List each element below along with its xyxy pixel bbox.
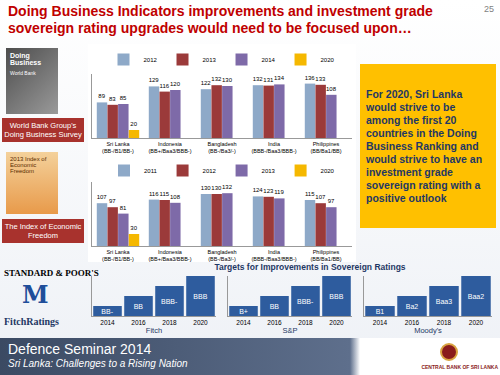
svg-text:124: 124 (253, 187, 264, 193)
svg-text:129: 129 (149, 77, 160, 83)
svg-text:108: 108 (170, 194, 181, 200)
svg-text:2014: 2014 (262, 57, 276, 63)
html-text:Doing Business: Doing Business (10, 52, 42, 66)
svg-text:30: 30 (130, 225, 137, 231)
svg-text:2018: 2018 (437, 319, 452, 326)
svg-text:Indonesia(BB+/Baa3/BBB-): Indonesia(BB+/Baa3/BBB-) (149, 141, 192, 154)
svg-text:134: 134 (274, 75, 285, 81)
svg-text:BB-: BB- (101, 308, 113, 315)
svg-text:2018: 2018 (298, 319, 313, 326)
svg-text:2016: 2016 (405, 319, 420, 326)
svg-text:Sri Lanka(BB-/B1/BB-): Sri Lanka(BB-/B1/BB-) (102, 249, 134, 262)
svg-text:Fitch: Fitch (146, 326, 162, 335)
html-text:Sri Lanka: Challenges to a Ris: Sri Lanka: Challenges to a Rising Nation (8, 358, 188, 369)
svg-text:116: 116 (160, 83, 170, 89)
svg-text:Bangladesh(BB-/Ba3/-): Bangladesh(BB-/Ba3/-) (207, 249, 236, 262)
svg-text:130: 130 (201, 185, 212, 191)
svg-text:97: 97 (109, 198, 116, 204)
svg-text:2018: 2018 (162, 319, 177, 326)
svg-text:BB: BB (134, 303, 144, 310)
svg-text:BB: BB (270, 303, 280, 310)
svg-text:85: 85 (120, 95, 127, 101)
svg-text:136: 136 (305, 75, 316, 81)
svg-text:2020: 2020 (321, 57, 335, 63)
svg-text:115: 115 (160, 191, 170, 197)
svg-text:2013: 2013 (262, 168, 276, 174)
svg-text:130: 130 (211, 185, 222, 191)
svg-text:119: 119 (274, 189, 284, 195)
svg-text:S&P: S&P (282, 326, 297, 335)
svg-text:BBB: BBB (193, 293, 207, 300)
svg-text:Ba2: Ba2 (406, 303, 419, 310)
svg-text:97: 97 (328, 198, 335, 204)
svg-text:81: 81 (120, 205, 127, 211)
svg-text:2020: 2020 (469, 319, 484, 326)
html-text:FitchRatings: FitchRatings (4, 316, 59, 327)
svg-text:132: 132 (211, 76, 222, 82)
html-text:Defence Seminar 2014: Defence Seminar 2014 (8, 341, 152, 357)
svg-text:2014: 2014 (373, 319, 388, 326)
svg-text:130: 130 (222, 77, 233, 83)
svg-text:83: 83 (109, 96, 116, 102)
svg-text:2016: 2016 (131, 319, 146, 326)
svg-text:2020: 2020 (193, 319, 208, 326)
svg-text:115: 115 (305, 191, 315, 197)
svg-text:116: 116 (149, 191, 159, 197)
svg-text:BBB-: BBB- (161, 298, 178, 305)
svg-text:2012: 2012 (203, 168, 217, 174)
html-text:Targets for Improvements in So: Targets for Improvements in Sovereign Ra… (214, 262, 406, 272)
svg-text:India(BBB-/Baa3/BBB-): India(BBB-/Baa3/BBB-) (251, 141, 296, 154)
svg-text:132: 132 (253, 76, 264, 82)
svg-text:2014: 2014 (100, 319, 115, 326)
svg-text:89: 89 (98, 93, 105, 99)
svg-text:Sri Lanka(BB-/B1/BB-): Sri Lanka(BB-/B1/BB-) (102, 141, 134, 154)
svg-text:B1: B1 (376, 308, 385, 315)
html-text:25: 25 (484, 4, 494, 14)
svg-text:132: 132 (222, 184, 233, 190)
html-text:STANDARD & POOR'S: STANDARD & POOR'S (4, 268, 99, 278)
svg-text:Baa3: Baa3 (436, 298, 452, 305)
html-text:World Bank Group's Doing Busin: World Bank Group's Doing Business Survey (4, 121, 82, 139)
svg-text:131: 131 (263, 77, 274, 83)
svg-text:20: 20 (130, 121, 137, 127)
svg-text:2016: 2016 (267, 319, 282, 326)
html-text:For 2020, Sri Lanka would stri: For 2020, Sri Lanka would strive to be a… (366, 87, 483, 204)
svg-text:2020: 2020 (329, 319, 344, 326)
html-text:M: M (22, 280, 49, 309)
html-text:2013 Index of Economic Freedom: 2013 Index of Economic Freedom (10, 156, 47, 174)
svg-text:2020: 2020 (321, 168, 335, 174)
svg-text:2014: 2014 (236, 319, 251, 326)
svg-text:2012: 2012 (144, 57, 158, 63)
svg-text:Baa2: Baa2 (468, 293, 484, 300)
svg-text:107: 107 (97, 194, 108, 200)
svg-text:133: 133 (315, 76, 326, 82)
svg-text:B+: B+ (239, 308, 248, 315)
svg-text:2011: 2011 (144, 168, 158, 174)
svg-text:Philippines(BB/Ba1/BB): Philippines(BB/Ba1/BB) (310, 249, 341, 262)
html-text:World Bank: World Bank (10, 70, 36, 76)
svg-text:India(BBB-/Baa3/BBB-): India(BBB-/Baa3/BBB-) (251, 249, 296, 262)
svg-text:120: 120 (170, 81, 181, 87)
svg-text:108: 108 (326, 86, 337, 92)
html-text:CENTRAL BANK OF SRI LANKA: CENTRAL BANK OF SRI LANKA (421, 364, 498, 370)
html-text:The Index of Economic Freedom: The Index of Economic Freedom (4, 222, 82, 240)
svg-text:107: 107 (315, 194, 326, 200)
svg-text:Moody's: Moody's (414, 326, 442, 335)
svg-text:2013: 2013 (203, 57, 217, 63)
svg-text:Bangladesh(BB-/Ba3/-): Bangladesh(BB-/Ba3/-) (207, 141, 236, 154)
html-text:Doing Business Indicators impr: Doing Business Indicators improvements a… (8, 3, 433, 36)
svg-text:BBB: BBB (329, 293, 343, 300)
svg-text:122: 122 (201, 80, 212, 86)
svg-text:BBB-: BBB- (297, 298, 314, 305)
svg-text:Indonesia(BB+/Baa3/BBB-): Indonesia(BB+/Baa3/BBB-) (149, 249, 192, 262)
svg-text:Philippines(BB/Ba1/BB): Philippines(BB/Ba1/BB) (310, 141, 341, 154)
svg-text:123: 123 (263, 188, 274, 194)
